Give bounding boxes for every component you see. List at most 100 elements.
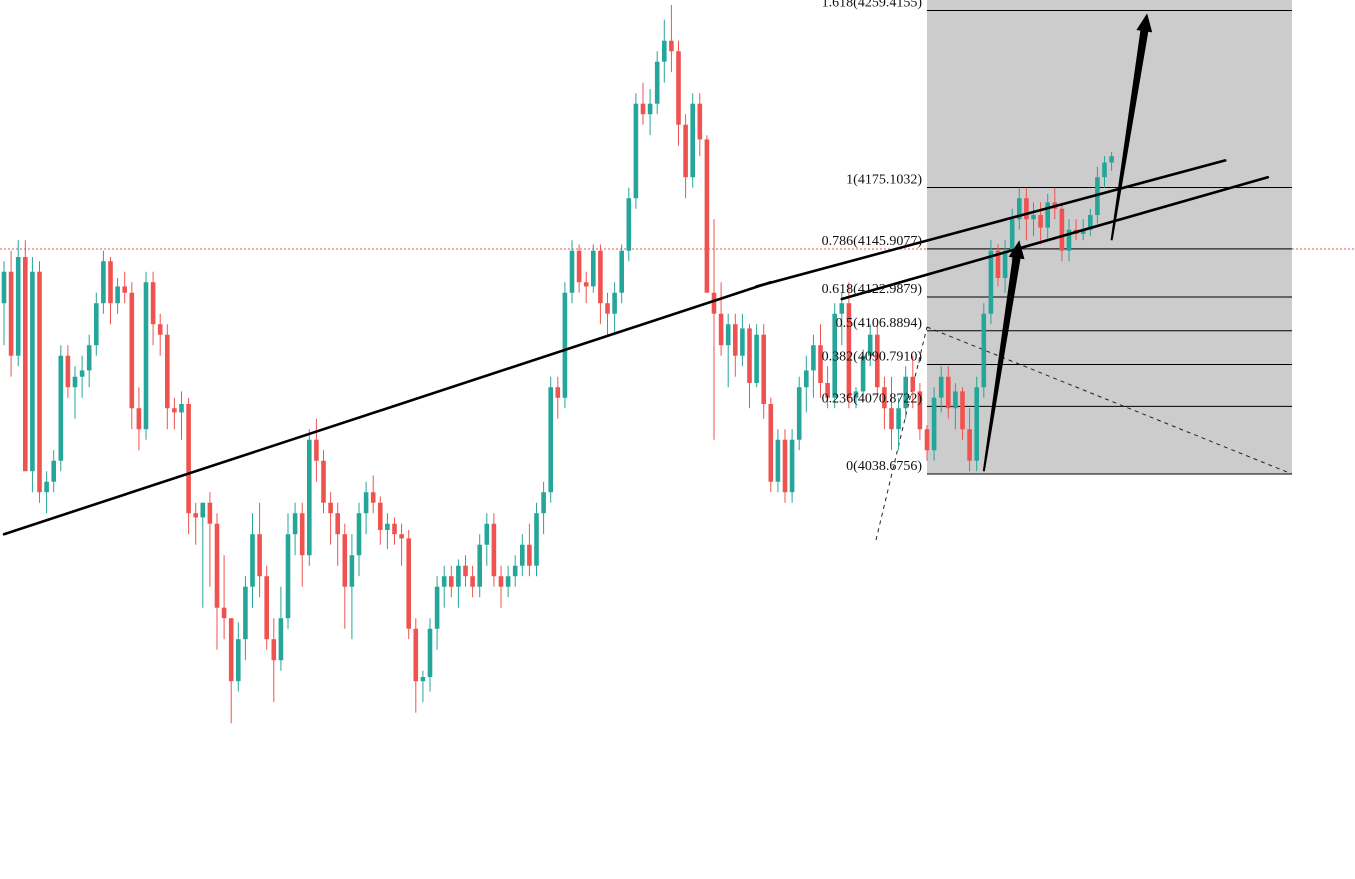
candle-body (796, 387, 802, 440)
candle (335, 502, 340, 566)
candle-body (520, 544, 525, 566)
candle-body (1002, 250, 1008, 279)
candle-body (257, 534, 262, 577)
candle-body (768, 404, 774, 482)
candle (23, 240, 28, 472)
candle-body (839, 303, 845, 314)
candle (165, 324, 170, 430)
candle-body (818, 345, 823, 384)
candle-body (1024, 198, 1029, 220)
candle-body (931, 397, 937, 451)
candle (960, 387, 965, 440)
fib-level-label: 1.618(4259.4155) (822, 0, 923, 10)
candle-body (292, 513, 298, 535)
candle-body (754, 334, 759, 384)
candle-body (250, 534, 255, 587)
candle-body (399, 534, 404, 539)
candle-body (647, 103, 653, 115)
candle (434, 576, 440, 650)
candle-body (406, 538, 411, 629)
candle-body (697, 103, 703, 140)
candle (427, 618, 433, 692)
candle (299, 502, 305, 587)
candle-body (86, 345, 92, 371)
candle-body (995, 250, 1001, 279)
candle (903, 366, 908, 419)
candle-body (129, 292, 135, 409)
candle (924, 425, 930, 461)
candle (221, 555, 227, 640)
long-trendline (2, 280, 773, 536)
candle-body (946, 376, 951, 409)
candle (498, 565, 504, 608)
candle-body (299, 513, 305, 556)
candle-body (456, 565, 461, 587)
candle (463, 555, 468, 587)
candle-body (747, 328, 752, 384)
candle-body (94, 303, 99, 346)
candle (1017, 187, 1022, 230)
candle (378, 496, 383, 545)
candle (789, 429, 795, 503)
candle-body (775, 439, 781, 482)
candle (236, 622, 241, 692)
fib-levels (927, 9, 1292, 475)
candle-body (896, 408, 901, 430)
candle-body (427, 628, 433, 678)
candle-body (875, 334, 880, 388)
candle (51, 450, 56, 493)
candle-body (136, 408, 142, 430)
candle-body (583, 282, 589, 287)
candle (15, 240, 21, 367)
candle-body (143, 282, 149, 430)
candle-body (867, 334, 873, 356)
candle-body (122, 286, 127, 293)
candle (832, 303, 837, 409)
candle-body (449, 576, 454, 587)
candle (441, 565, 447, 608)
candle-body (527, 544, 532, 566)
candle (406, 530, 411, 640)
candle (931, 387, 937, 461)
candle-body (654, 61, 660, 104)
candle-body (1102, 162, 1107, 178)
candle-body (1009, 219, 1015, 251)
candle (569, 240, 575, 304)
candle (747, 324, 752, 409)
candle (356, 502, 362, 577)
candle-body (789, 439, 795, 493)
candle (640, 82, 646, 125)
candle (598, 244, 603, 325)
candle (562, 282, 568, 409)
candle-body (30, 271, 35, 472)
candle-body (321, 460, 326, 503)
candle-body (1045, 202, 1050, 228)
candle (541, 481, 546, 535)
candle-body (498, 576, 504, 587)
candle-body (1109, 156, 1114, 163)
candle (179, 391, 184, 440)
candle-body (591, 250, 596, 287)
candle-body (626, 198, 632, 251)
candle-body (79, 370, 85, 377)
candle-body (505, 576, 511, 587)
candle-body (938, 376, 944, 398)
candle-body (725, 324, 731, 346)
candle (392, 517, 397, 545)
candle (243, 576, 248, 661)
candle (193, 502, 198, 545)
candle-body (612, 292, 617, 314)
candle-body (356, 513, 362, 556)
candle-body (328, 502, 333, 514)
candle-body (44, 481, 49, 493)
candle-body (1038, 215, 1043, 228)
candle (967, 408, 972, 472)
candle-body (541, 492, 546, 514)
candle-body (562, 292, 568, 398)
candle-body (221, 607, 227, 619)
candle (207, 492, 213, 587)
candle-body (1088, 215, 1093, 230)
candle (172, 397, 177, 430)
candle (385, 513, 390, 549)
candle (505, 565, 511, 598)
